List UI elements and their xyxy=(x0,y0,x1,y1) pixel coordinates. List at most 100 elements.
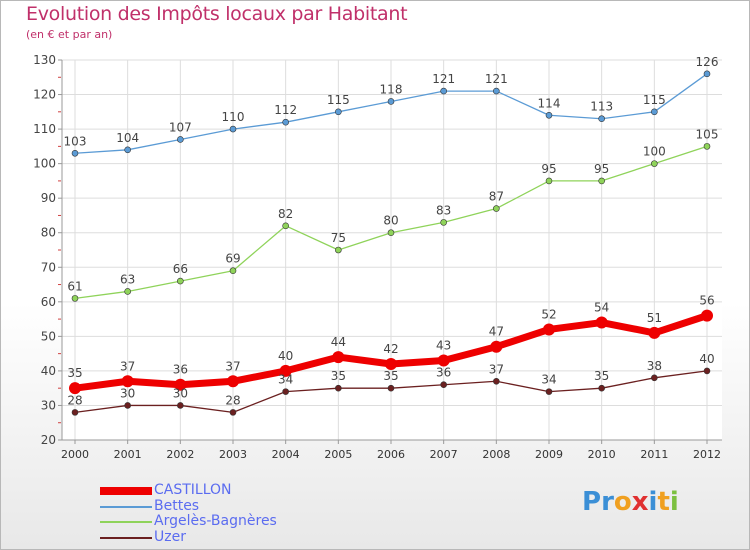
data-label-argel-s-bagn-res: 69 xyxy=(225,252,240,266)
legend-label: Uzer xyxy=(154,528,186,545)
data-point-uzer xyxy=(598,384,605,392)
data-point-castillon xyxy=(332,351,345,364)
data-label-bettes: 118 xyxy=(380,82,403,96)
data-label-castillon: 56 xyxy=(699,294,714,308)
legend-swatch xyxy=(100,487,152,495)
data-point-uzer xyxy=(651,374,658,382)
data-point-bettes xyxy=(493,87,500,95)
data-label-bettes: 103 xyxy=(64,134,87,148)
y-tick-label: 30 xyxy=(41,398,56,412)
data-label-castillon: 54 xyxy=(594,301,609,315)
data-point-uzer xyxy=(282,388,289,395)
logo-letter: x xyxy=(631,487,649,517)
data-point-uzer xyxy=(545,388,553,395)
data-label-bettes: 113 xyxy=(590,100,613,114)
data-label-bettes: 115 xyxy=(327,93,350,107)
y-tick-label: 100 xyxy=(33,157,56,171)
data-label-bettes: 112 xyxy=(274,103,297,117)
data-point-argel-s-bagn-res xyxy=(703,143,711,150)
data-point-argel-s-bagn-res xyxy=(124,288,131,295)
data-label-bettes: 115 xyxy=(643,93,666,107)
y-tick-label: 120 xyxy=(33,88,56,102)
y-tick-label: 130 xyxy=(33,53,56,67)
data-point-castillon xyxy=(595,316,608,329)
data-point-argel-s-bagn-res xyxy=(177,277,184,285)
y-tick-label: 80 xyxy=(41,226,56,240)
data-label-argel-s-bagn-res: 66 xyxy=(173,262,188,276)
data-point-argel-s-bagn-res xyxy=(598,177,605,185)
x-tick-label: 2008 xyxy=(482,448,510,461)
data-label-uzer: 28 xyxy=(67,393,82,407)
data-label-uzer: 34 xyxy=(541,373,556,387)
data-label-argel-s-bagn-res: 95 xyxy=(594,162,609,176)
data-point-castillon xyxy=(701,309,713,322)
data-label-castillon: 37 xyxy=(225,359,240,373)
data-label-bettes: 110 xyxy=(222,110,245,124)
legend-label: Bettes xyxy=(154,497,200,514)
legend-swatch xyxy=(100,536,152,539)
data-point-castillon xyxy=(385,358,397,370)
data-label-uzer: 35 xyxy=(331,369,346,383)
data-label-argel-s-bagn-res: 75 xyxy=(331,231,346,245)
data-point-argel-s-bagn-res xyxy=(335,246,342,254)
data-label-bettes: 126 xyxy=(696,55,719,69)
logo-letter: P xyxy=(582,487,602,517)
data-label-argel-s-bagn-res: 63 xyxy=(120,272,135,286)
data-label-uzer: 34 xyxy=(278,373,293,387)
data-labels: 103 104 107 110 112 115 118 121 121 114 113 115 126 6… xyxy=(64,55,719,408)
data-label-argel-s-bagn-res: 95 xyxy=(541,162,556,176)
data-point-uzer xyxy=(335,384,342,392)
data-point-uzer xyxy=(703,367,711,375)
data-label-bettes: 121 xyxy=(432,72,455,86)
data-point-argel-s-bagn-res xyxy=(440,219,447,226)
data-point-bettes xyxy=(177,136,184,143)
logo-letter: i xyxy=(648,487,658,517)
y-tick-label: 20 xyxy=(41,433,56,447)
legend-swatch xyxy=(100,505,152,508)
data-label-castillon: 52 xyxy=(541,307,556,321)
y-tick-label: 110 xyxy=(33,122,56,136)
data-point-bettes xyxy=(282,118,289,126)
data-point-castillon xyxy=(227,375,239,388)
data-point-bettes xyxy=(545,111,553,119)
data-point-castillon xyxy=(490,340,503,353)
data-label-castillon: 51 xyxy=(647,311,662,325)
data-point-uzer xyxy=(177,402,184,409)
data-point-castillon xyxy=(121,375,134,388)
data-label-uzer: 40 xyxy=(699,352,714,366)
data-label-bettes: 121 xyxy=(485,72,508,86)
data-label-castillon: 35 xyxy=(67,366,82,380)
data-label-castillon: 43 xyxy=(436,339,451,353)
data-point-castillon xyxy=(437,354,450,367)
x-axis: 2000 2001 2002 2003 2004 2005 2006 2007 2008 2009… xyxy=(61,439,722,461)
legend-swatch xyxy=(100,521,152,523)
data-point-bettes xyxy=(598,115,605,123)
data-point-castillon xyxy=(174,378,187,391)
y-tick-label: 90 xyxy=(41,191,56,205)
data-point-bettes xyxy=(440,87,447,95)
y-axis: 20 30 40 50 60 70 80 90 100 110 120 130 xyxy=(33,53,63,447)
data-point-argel-s-bagn-res xyxy=(651,160,658,167)
data-point-bettes xyxy=(71,149,79,157)
x-tick-label: 2000 xyxy=(61,448,89,461)
data-point-castillon xyxy=(648,326,661,339)
y-tick-label: 60 xyxy=(41,295,56,309)
data-label-uzer: 37 xyxy=(489,362,504,376)
data-point-bettes xyxy=(651,108,658,116)
data-point-argel-s-bagn-res xyxy=(229,267,237,275)
data-point-bettes xyxy=(124,146,131,154)
data-point-castillon xyxy=(543,323,555,336)
data-label-uzer: 30 xyxy=(120,386,135,400)
data-point-uzer xyxy=(387,384,395,392)
data-point-uzer xyxy=(229,409,237,416)
plot-background xyxy=(62,60,722,440)
y-tick-label: 40 xyxy=(41,364,56,378)
data-label-bettes: 107 xyxy=(169,120,192,134)
series-group xyxy=(69,70,713,416)
data-point-argel-s-bagn-res xyxy=(282,222,289,230)
x-tick-label: 2011 xyxy=(640,448,668,461)
data-label-argel-s-bagn-res: 83 xyxy=(436,203,451,217)
data-point-bettes xyxy=(335,108,342,116)
logo-letter: r xyxy=(601,487,614,517)
proxiti-logo: Proxiti xyxy=(582,487,679,517)
